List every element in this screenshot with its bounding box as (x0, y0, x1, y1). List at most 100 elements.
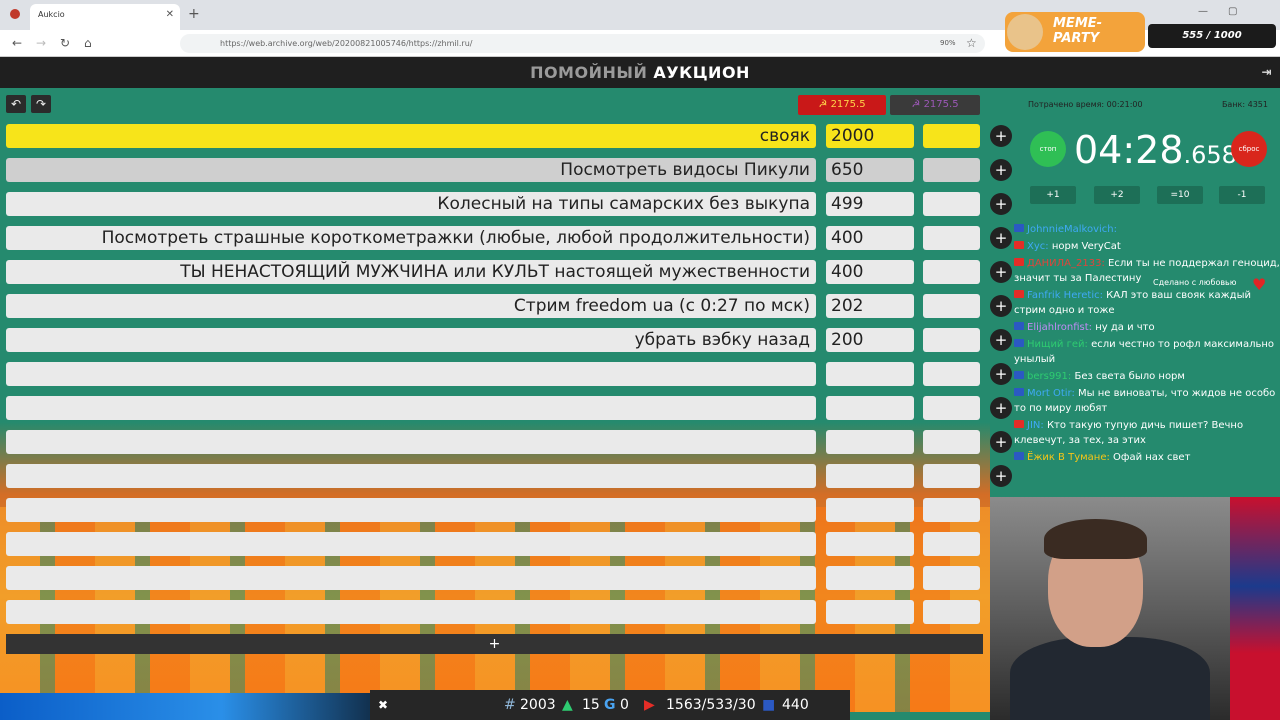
lot-name[interactable] (6, 464, 816, 488)
add-2-button[interactable]: +2 (1094, 186, 1140, 204)
lot-extra-input[interactable] (923, 396, 980, 420)
lot-extra-input[interactable] (923, 430, 980, 454)
lot-amount[interactable] (826, 566, 914, 590)
streamer-body (1010, 637, 1210, 720)
lot-extra-input[interactable] (923, 328, 980, 352)
lot-extra-input[interactable] (923, 192, 980, 216)
add-amount-button[interactable]: + (990, 261, 1012, 283)
twitch-icon (1014, 452, 1024, 460)
add-1-button[interactable]: +1 (1030, 186, 1076, 204)
lot-extra-input[interactable] (923, 600, 980, 624)
chat-nick: Хус: (1027, 241, 1049, 252)
lot-amount[interactable] (826, 396, 914, 420)
close-tab-icon[interactable]: ✕ (165, 9, 174, 20)
lot-extra-input[interactable] (923, 124, 980, 148)
minus-1-button[interactable]: -1 (1219, 186, 1265, 204)
chat-message: JIN: Кто такую тупую дичь пишет? Вечно к… (1014, 418, 1280, 448)
add-lot-button[interactable]: + (6, 634, 983, 654)
lot-extra-input[interactable] (923, 226, 980, 250)
chat-nick: ДАНИЛА_2133: (1027, 258, 1105, 269)
lot-amount[interactable]: 2000 (826, 124, 914, 148)
viewer-count: 440 (782, 697, 809, 713)
lot-amount[interactable]: 400 (826, 260, 914, 284)
minimize-icon[interactable]: — (1198, 6, 1208, 17)
chat-text: Если ты не поддержал геноцид, значит ты … (1014, 258, 1280, 284)
stop-button[interactable]: стоп (1030, 131, 1066, 167)
lot-amount[interactable]: 499 (826, 192, 914, 216)
close-icon[interactable]: ✖ (378, 698, 389, 712)
new-tab-icon[interactable]: + (188, 6, 200, 22)
meme-party-banner: MEME-PARTY (1005, 12, 1145, 52)
lot-name[interactable] (6, 362, 816, 386)
redo-icon[interactable]: ↷ (31, 95, 51, 113)
add-amount-button[interactable]: + (990, 397, 1012, 419)
lot-name[interactable] (6, 396, 816, 420)
lot-amount[interactable] (826, 498, 914, 522)
reload-icon[interactable]: ↻ (60, 36, 71, 50)
lot-name[interactable] (6, 532, 816, 556)
add-amount-button[interactable]: + (990, 125, 1012, 147)
lot-name[interactable] (6, 566, 816, 590)
lot-amount[interactable] (826, 430, 914, 454)
youtube-stats: 1563/533/30 (666, 697, 756, 713)
forward-icon[interactable]: → (36, 36, 47, 50)
chat-nick: Ёжик В Тумане: (1027, 452, 1110, 463)
lot-name[interactable] (6, 600, 816, 624)
set-10-button[interactable]: =10 (1157, 186, 1203, 204)
lot-name[interactable] (6, 498, 816, 522)
bookmark-star-icon[interactable]: ☆ (966, 36, 977, 50)
chat-message: Mort Otir: Мы не виноваты, что жидов не … (1014, 386, 1280, 416)
timer-panel: Потрачено время: 00:21:00 Банк: 4351 сто… (1016, 88, 1280, 213)
home-icon[interactable]: ⌂ (84, 36, 92, 50)
chat-text: ну да и что (1095, 322, 1155, 333)
lot-extra-input[interactable] (923, 464, 980, 488)
lot-amount[interactable]: 400 (826, 226, 914, 250)
reset-button[interactable]: сброс (1231, 131, 1267, 167)
url-field[interactable]: https://web.archive.org/web/202008210057… (180, 34, 985, 53)
lot-name[interactable]: Посмотреть видосы Пикули (6, 158, 816, 182)
add-amount-button[interactable]: + (990, 431, 1012, 453)
bank-gray-badge: ☭ 2175.5 (890, 95, 980, 115)
maximize-icon[interactable]: ▢ (1228, 6, 1238, 17)
lot-extra-input[interactable] (923, 498, 980, 522)
back-icon[interactable]: ← (12, 36, 23, 50)
time-spent-label: Потрачено время: 00:21:00 (1028, 100, 1143, 109)
up-count: 15 (582, 697, 600, 713)
lot-amount[interactable] (826, 362, 914, 386)
lot-amount[interactable] (826, 464, 914, 488)
lot-extra-input[interactable] (923, 158, 980, 182)
add-amount-button[interactable]: + (990, 295, 1012, 317)
browser-menu-icon[interactable] (10, 9, 20, 19)
add-amount-button[interactable]: + (990, 363, 1012, 385)
lot-name[interactable]: Колесный на типы самарских без выкупа (6, 192, 816, 216)
lot-amount[interactable] (826, 532, 914, 556)
lot-extra-input[interactable] (923, 362, 980, 386)
chat-nick: Mort Otir: (1027, 388, 1075, 399)
lot-name[interactable]: Стрим freedom ua (с 0:27 по мск) (6, 294, 816, 318)
tab-title: Aukcio (38, 10, 65, 19)
lot-name[interactable] (6, 430, 816, 454)
lot-amount[interactable]: 200 (826, 328, 914, 352)
lot-name[interactable]: свояк (6, 124, 816, 148)
undo-icon[interactable]: ↶ (6, 95, 26, 113)
lot-name[interactable]: убрать вэбку назад (6, 328, 816, 352)
lot-name[interactable]: ТЫ НЕНАСТОЯЩИЙ МУЖЧИНА или КУЛЬТ настоящ… (6, 260, 816, 284)
lot-extra-input[interactable] (923, 566, 980, 590)
lot-extra-input[interactable] (923, 294, 980, 318)
lot-name[interactable]: Посмотреть страшные короткометражки (люб… (6, 226, 816, 250)
logout-icon[interactable]: ⇥ (1261, 65, 1272, 79)
add-amount-button[interactable]: + (990, 227, 1012, 249)
browser-tab[interactable]: Aukcio ✕ (30, 4, 180, 30)
lot-amount[interactable]: 202 (826, 294, 914, 318)
lot-amount[interactable]: 650 (826, 158, 914, 182)
lot-amount[interactable] (826, 600, 914, 624)
add-amount-button[interactable]: + (990, 465, 1012, 487)
lot-extra-input[interactable] (923, 532, 980, 556)
lot-extra-input[interactable] (923, 260, 980, 284)
add-amount-button[interactable]: + (990, 329, 1012, 351)
add-amount-button[interactable]: + (990, 193, 1012, 215)
chat-nick: Нищий гей: (1027, 339, 1088, 350)
add-amount-button[interactable]: + (990, 159, 1012, 181)
stream-stats-bar: ✖ # 2003 ▲ 15 G 0 ▶ 1563/533/30 ■ 440 (370, 690, 850, 720)
zoom-level[interactable]: 90% (940, 39, 956, 47)
